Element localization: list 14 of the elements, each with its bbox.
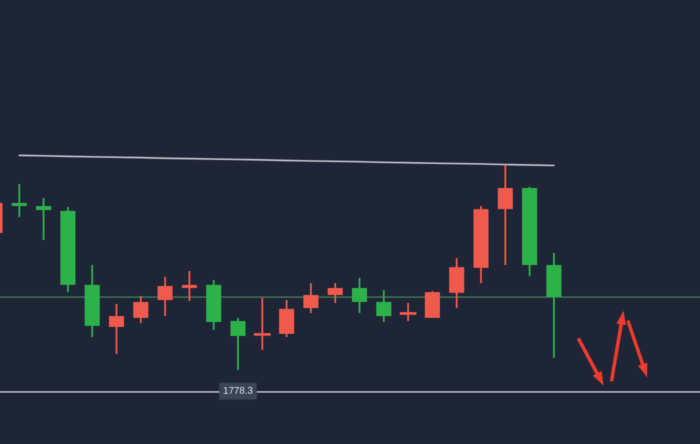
- candlestick: [376, 289, 392, 323]
- candlestick: [400, 302, 416, 322]
- candlestick: [303, 282, 318, 314]
- candlestick: [158, 276, 173, 317]
- candlestick: [108, 303, 124, 355]
- candlestick: [328, 282, 343, 304]
- text: 1778.3: [224, 386, 252, 394]
- candlestick: [36, 197, 52, 241]
- candlestick: [230, 317, 246, 371]
- candlestick: [133, 295, 148, 324]
- candlestick: [12, 183, 27, 218]
- candlestick: [498, 164, 513, 266]
- candlestick: [182, 270, 197, 302]
- candlestick: [352, 277, 368, 314]
